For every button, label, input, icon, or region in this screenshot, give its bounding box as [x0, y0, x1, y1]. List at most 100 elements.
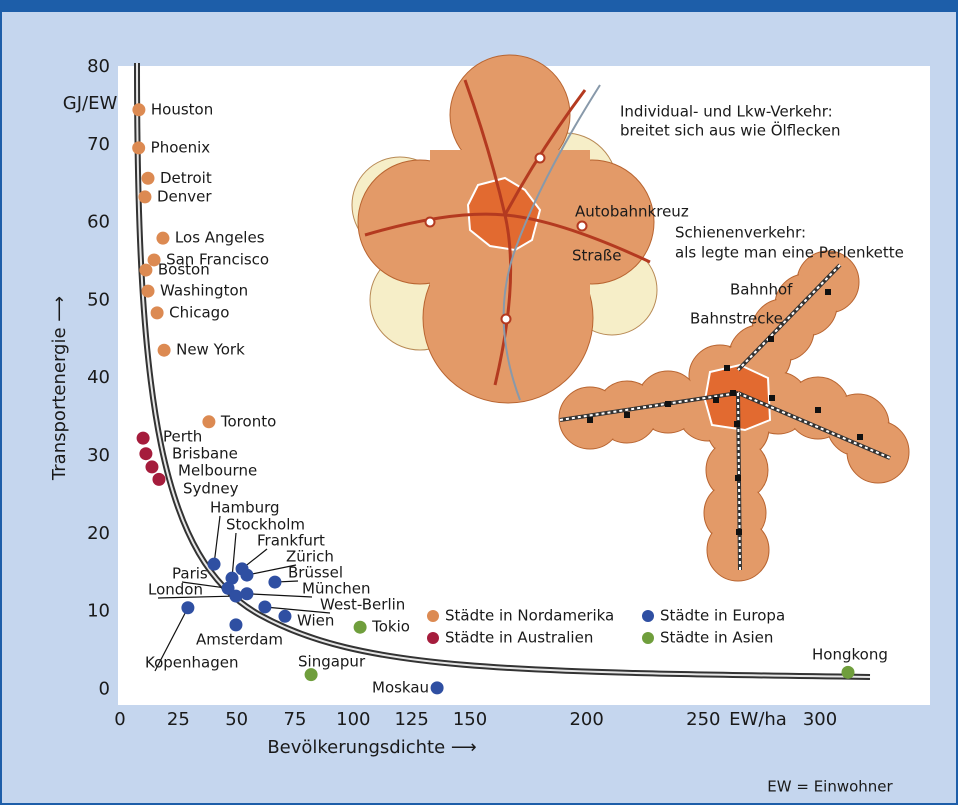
- data-point: [225, 571, 239, 585]
- point-label: Chicago: [169, 303, 229, 321]
- trend-curve-highlight: [136, 62, 871, 678]
- y-tick-label: 70: [87, 134, 110, 155]
- rail-label: Bahnhof: [730, 281, 793, 299]
- point-label: Toronto: [220, 412, 276, 430]
- rail-title: als legte man eine Perlenkette: [675, 244, 904, 262]
- data-point: [304, 668, 318, 682]
- station: [857, 434, 863, 440]
- data-point: [132, 103, 146, 117]
- station: [724, 365, 730, 371]
- legend-marker: [427, 632, 439, 644]
- x-tick-label: 75: [284, 709, 307, 730]
- point-label: Hamburg: [210, 499, 280, 517]
- leader-line: [264, 606, 331, 614]
- leader-line: [231, 532, 237, 579]
- point-label: Frankfurt: [257, 532, 325, 550]
- station: [730, 390, 736, 396]
- rail-label: Bahnstrecke: [690, 310, 783, 328]
- data-point: [278, 609, 292, 623]
- point-label: Paris: [172, 565, 208, 583]
- station: [735, 475, 741, 481]
- point-label: Los Angeles: [175, 229, 265, 247]
- data-point: [152, 472, 166, 486]
- rail-title: Schienenverkehr:: [675, 224, 806, 242]
- point-label: Hongkong: [812, 646, 888, 664]
- junction: [424, 216, 436, 228]
- y-tick-label: 10: [87, 601, 110, 622]
- x-tick-label: 25: [167, 709, 190, 730]
- y-tick-label: 0: [99, 678, 110, 699]
- point-label: Boston: [158, 261, 210, 279]
- junction: [534, 152, 546, 164]
- point-label: San Francisco: [166, 250, 269, 268]
- data-point: [268, 575, 282, 589]
- point-label: London: [148, 581, 203, 599]
- note: EW = Einwohner: [767, 778, 893, 796]
- data-point: [353, 620, 367, 634]
- data-point: [181, 601, 195, 615]
- point-label: Washington: [160, 282, 248, 300]
- data-point: [430, 681, 444, 695]
- data-point: [141, 284, 155, 298]
- leader-line: [181, 581, 229, 589]
- data-point: [139, 447, 153, 461]
- station: [624, 412, 630, 418]
- point-label: Sydney: [183, 480, 239, 498]
- rail-line-dash: [559, 392, 739, 421]
- x-tick-label: 0: [114, 709, 125, 730]
- title-bar: [0, 0, 958, 12]
- y-tick-label: 60: [87, 212, 110, 233]
- point-label: Zürich: [286, 548, 334, 566]
- leader-line: [213, 515, 221, 565]
- station: [665, 401, 671, 407]
- data-point: [229, 589, 243, 603]
- legend-label: Städte in Europa: [660, 607, 785, 625]
- leader-line: [157, 595, 236, 599]
- oil-title: breitet sich aus wie Ölflecken: [620, 121, 841, 140]
- station: [734, 421, 740, 427]
- station: [713, 397, 719, 403]
- station: [769, 395, 775, 401]
- point-label: München: [302, 580, 370, 598]
- station: [736, 529, 742, 535]
- y-axis-title: Transportenergie ⟶: [49, 296, 70, 481]
- oil-label: Autobahnkreuz: [575, 203, 689, 221]
- data-point: [132, 141, 146, 155]
- x-axis-title: Bevölkerungsdichte ⟶: [267, 737, 476, 758]
- point-label: Houston: [151, 100, 213, 118]
- point-label: Melbourne: [178, 462, 257, 480]
- x-tick-label: 150: [453, 709, 487, 730]
- junction: [576, 220, 588, 232]
- data-point: [841, 665, 855, 679]
- rail-line-dash: [737, 264, 841, 371]
- data-point: [207, 557, 221, 571]
- point-label: Kopenhagen: [145, 654, 238, 672]
- oil-label: Straße: [572, 247, 621, 265]
- x-tick-label: 250: [686, 709, 720, 730]
- leader-line: [154, 607, 189, 672]
- point-label: Tokio: [371, 618, 410, 636]
- x-unit: EW/ha: [729, 709, 787, 730]
- point-label: Phoenix: [151, 138, 211, 156]
- station: [768, 336, 774, 342]
- y-tick-label: 50: [87, 289, 110, 310]
- point-label: Amsterdam: [196, 631, 283, 649]
- y-tick-label: 30: [87, 445, 110, 466]
- data-point: [258, 600, 272, 614]
- point-label: West-Berlin: [320, 596, 405, 614]
- x-tick-label: 300: [803, 709, 837, 730]
- point-label: New York: [176, 341, 245, 359]
- point-label: Detroit: [160, 169, 212, 187]
- road: [463, 79, 513, 386]
- station: [815, 407, 821, 413]
- point-label: Brüssel: [288, 564, 343, 582]
- x-tick-label: 50: [225, 709, 248, 730]
- leader-line: [246, 593, 313, 598]
- data-point: [240, 568, 254, 582]
- road: [503, 89, 587, 216]
- data-point: [221, 581, 235, 595]
- y-tick-label: 20: [87, 523, 110, 544]
- oil-title: Individual- und Lkw-Verkehr:: [620, 103, 833, 121]
- y-unit: GJ/EW: [63, 93, 118, 114]
